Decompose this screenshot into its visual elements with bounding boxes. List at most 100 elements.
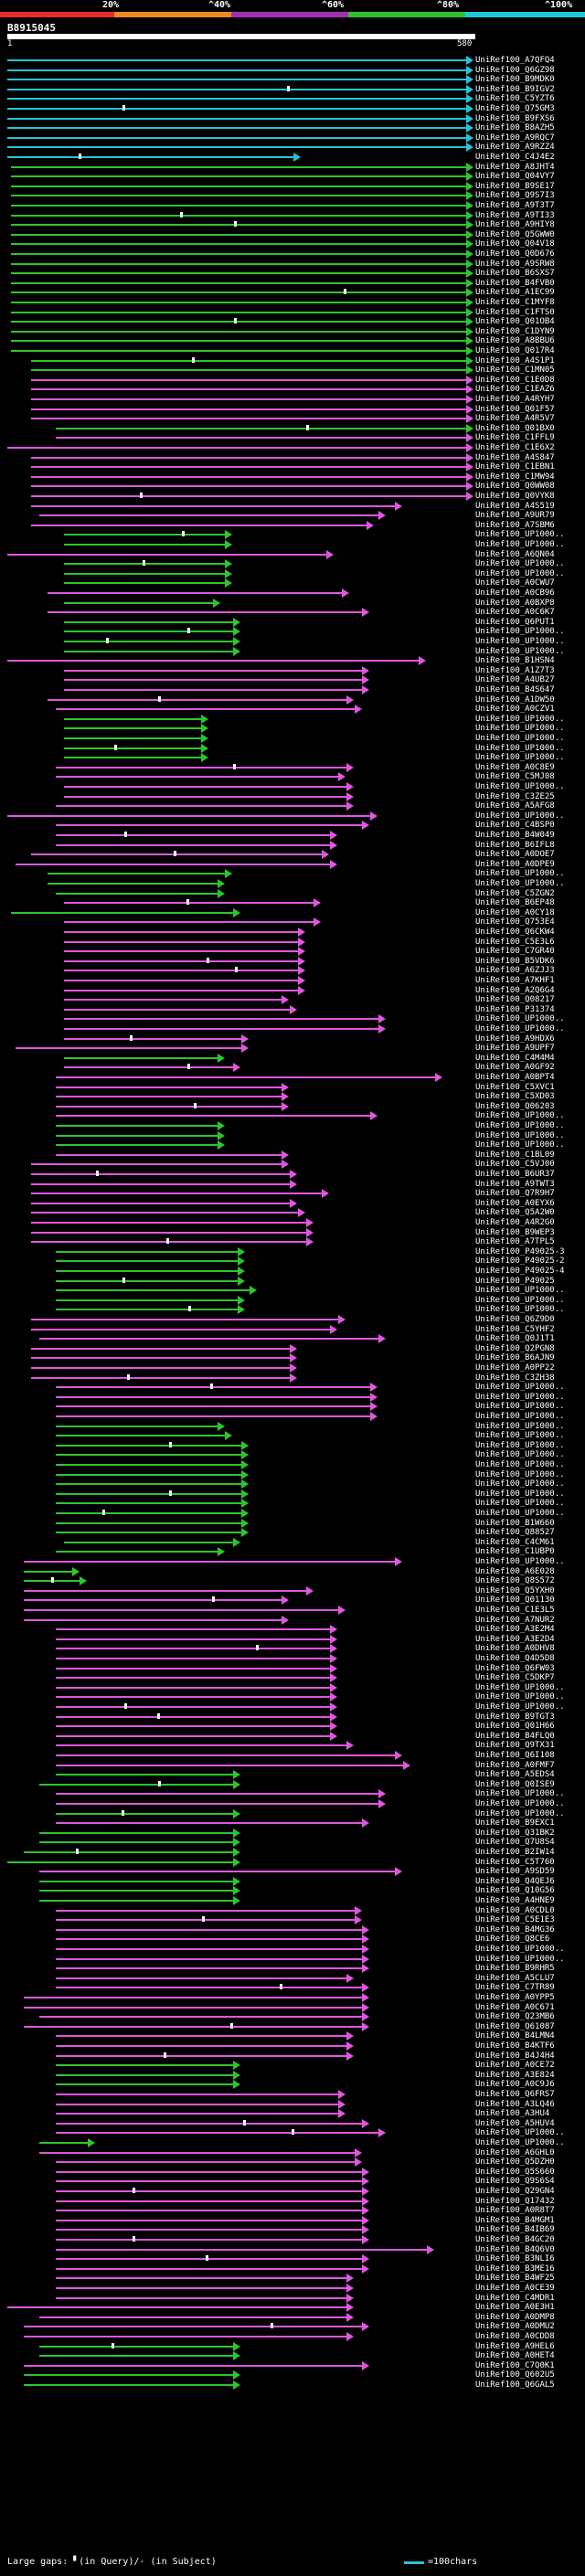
- hit-accession[interactable]: UniRef100_UP1000..: [475, 1489, 565, 1499]
- hit-accession[interactable]: UniRef100_C5YZT6: [475, 94, 555, 104]
- hit-accession[interactable]: UniRef100_A0DOE7: [475, 850, 555, 860]
- hit-accession[interactable]: UniRef100_Q6FRS7: [475, 2090, 555, 2099]
- hit-accession[interactable]: UniRef100_UP1000..: [475, 1499, 565, 1509]
- hit-accession[interactable]: UniRef100_A0BXP8: [475, 598, 555, 608]
- hit-row[interactable]: [55, 1285, 257, 1296]
- hit-row[interactable]: [55, 2253, 370, 2264]
- hit-row[interactable]: [31, 1352, 297, 1363]
- hit-row[interactable]: [55, 2273, 354, 2284]
- hit-row[interactable]: [63, 791, 354, 802]
- hit-accession[interactable]: UniRef100_P49025-3: [475, 1246, 565, 1256]
- hit-accession[interactable]: UniRef100_B4J4H4: [475, 2051, 555, 2061]
- hit-accession[interactable]: UniRef100_UP1000..: [475, 714, 565, 724]
- hit-row[interactable]: [55, 1731, 338, 1742]
- hit-row[interactable]: [7, 549, 334, 560]
- hit-accession[interactable]: UniRef100_A2Q6G4: [475, 985, 555, 995]
- hit-accession[interactable]: UniRef100_Q8CE6: [475, 1935, 550, 1945]
- hit-row[interactable]: [31, 1179, 297, 1190]
- hit-accession[interactable]: UniRef100_C5E3L6: [475, 937, 555, 947]
- hit-accession[interactable]: UniRef100_A7SBM6: [475, 520, 555, 530]
- hit-row[interactable]: [31, 375, 473, 386]
- hit-accession[interactable]: UniRef100_A3E824: [475, 2070, 555, 2080]
- hit-accession[interactable]: UniRef100_C5MJ08: [475, 772, 555, 782]
- hit-accession[interactable]: UniRef100_Q5S660: [475, 2167, 555, 2177]
- hit-accession[interactable]: UniRef100_Q5YXH0: [475, 1585, 555, 1595]
- hit-accession[interactable]: UniRef100_A0CWU7: [475, 578, 555, 588]
- hit-accession[interactable]: UniRef100_UP1000..: [475, 1789, 565, 1799]
- hit-row[interactable]: [23, 2369, 241, 2380]
- hit-row[interactable]: [55, 1546, 225, 1557]
- hit-row[interactable]: [7, 84, 473, 95]
- hit-row[interactable]: [55, 1489, 249, 1500]
- hit-row[interactable]: [11, 162, 473, 173]
- hit-row[interactable]: [39, 510, 387, 521]
- hit-accession[interactable]: UniRef100_UP1000..: [475, 1402, 565, 1412]
- hit-row[interactable]: [55, 1643, 338, 1654]
- hit-accession[interactable]: UniRef100_UP1000..: [475, 869, 565, 879]
- hit-accession[interactable]: UniRef100_Q6Z9D0: [475, 1315, 555, 1324]
- hit-accession[interactable]: UniRef100_B9SE17: [475, 181, 555, 191]
- hit-accession[interactable]: UniRef100_Q01OB4: [475, 317, 555, 327]
- hit-row[interactable]: [55, 1691, 338, 1702]
- hit-accession[interactable]: UniRef100_B1HSN4: [475, 656, 555, 666]
- hit-row[interactable]: [63, 626, 241, 637]
- hit-row[interactable]: [11, 326, 473, 337]
- hit-accession[interactable]: UniRef100_B6SXS7: [475, 269, 555, 279]
- hit-accession[interactable]: UniRef100_A3LQ46: [475, 2099, 555, 2109]
- hit-row[interactable]: [55, 1440, 249, 1451]
- hit-accession[interactable]: UniRef100_A3HU4: [475, 2109, 550, 2119]
- hit-row[interactable]: [55, 1498, 249, 1509]
- hit-row[interactable]: [23, 1585, 314, 1596]
- hit-accession[interactable]: UniRef100_A0GF92: [475, 1063, 555, 1073]
- hit-row[interactable]: [55, 1469, 249, 1480]
- hit-accession[interactable]: UniRef100_B6AJN9: [475, 1353, 555, 1363]
- hit-accession[interactable]: UniRef100_UP1000..: [475, 2128, 565, 2138]
- hit-row[interactable]: [7, 93, 473, 104]
- hit-row[interactable]: [11, 190, 473, 201]
- hit-accession[interactable]: UniRef100_Q01H66: [475, 1722, 555, 1732]
- hit-accession[interactable]: UniRef100_UP1000..: [475, 1111, 565, 1121]
- hit-accession[interactable]: UniRef100_C4MDR1: [475, 2293, 555, 2303]
- hit-accession[interactable]: UniRef100_A6ZJJ3: [475, 966, 555, 976]
- hit-accession[interactable]: UniRef100_C5DKP7: [475, 1673, 555, 1683]
- hit-accession[interactable]: UniRef100_A9HIY8: [475, 220, 555, 230]
- hit-row[interactable]: [63, 1053, 225, 1064]
- hit-row[interactable]: [55, 1449, 249, 1460]
- hit-accession[interactable]: UniRef100_A0CE39: [475, 2284, 555, 2293]
- hit-accession[interactable]: UniRef100_UP1000..: [475, 1450, 565, 1460]
- hit-accession[interactable]: UniRef100_A8BBU6: [475, 336, 555, 346]
- hit-row[interactable]: [23, 1992, 370, 2003]
- hit-accession[interactable]: UniRef100_UP1000..: [475, 782, 565, 791]
- hit-accession[interactable]: UniRef100_UP1000..: [475, 743, 565, 753]
- hit-accession[interactable]: UniRef100_B4GC20: [475, 2235, 555, 2244]
- hit-accession[interactable]: UniRef100_A9RZZ4: [475, 143, 555, 153]
- hit-row[interactable]: [11, 907, 241, 918]
- hit-accession[interactable]: UniRef100_UP1000..: [475, 530, 565, 540]
- hit-row[interactable]: [63, 994, 290, 1005]
- hit-accession[interactable]: UniRef100_Q5GWW0: [475, 229, 555, 239]
- hit-accession[interactable]: UniRef100_UP1000..: [475, 1305, 565, 1315]
- hit-accession[interactable]: UniRef100_C5YHF2: [475, 1324, 555, 1334]
- hit-row[interactable]: [7, 655, 427, 666]
- hit-row[interactable]: [39, 2147, 362, 2158]
- hit-accession[interactable]: UniRef100_A1DW50: [475, 694, 555, 705]
- hit-accession[interactable]: UniRef100_UP1000..: [475, 1014, 565, 1024]
- hit-accession[interactable]: UniRef100_A7NUR2: [475, 1615, 555, 1625]
- hit-accession[interactable]: UniRef100_C1FTS0: [475, 307, 555, 317]
- hit-accession[interactable]: UniRef100_UP1000..: [475, 1130, 565, 1140]
- hit-accession[interactable]: UniRef100_UP1000..: [475, 1509, 565, 1518]
- hit-accession[interactable]: UniRef100_UP1000..: [475, 1469, 565, 1479]
- hit-accession[interactable]: UniRef100_A3E2M4: [475, 1625, 555, 1635]
- hit-accession[interactable]: UniRef100_B1W660: [475, 1518, 555, 1528]
- hit-row[interactable]: [55, 762, 354, 773]
- hit-row[interactable]: [39, 1876, 241, 1887]
- hit-accession[interactable]: UniRef100_UP1000..: [475, 627, 565, 637]
- hit-accession[interactable]: UniRef100_C5ZGN2: [475, 888, 555, 898]
- hit-accession[interactable]: UniRef100_A9TI33: [475, 210, 555, 220]
- hit-accession[interactable]: UniRef100_B4MGM1: [475, 2215, 555, 2225]
- hit-row[interactable]: [7, 152, 302, 163]
- hit-row[interactable]: [55, 2293, 354, 2304]
- hit-accession[interactable]: UniRef100_Q4QEJ6: [475, 1876, 555, 1886]
- hit-row[interactable]: [23, 2331, 354, 2342]
- hit-accession[interactable]: UniRef100_UP1000..: [475, 1286, 565, 1296]
